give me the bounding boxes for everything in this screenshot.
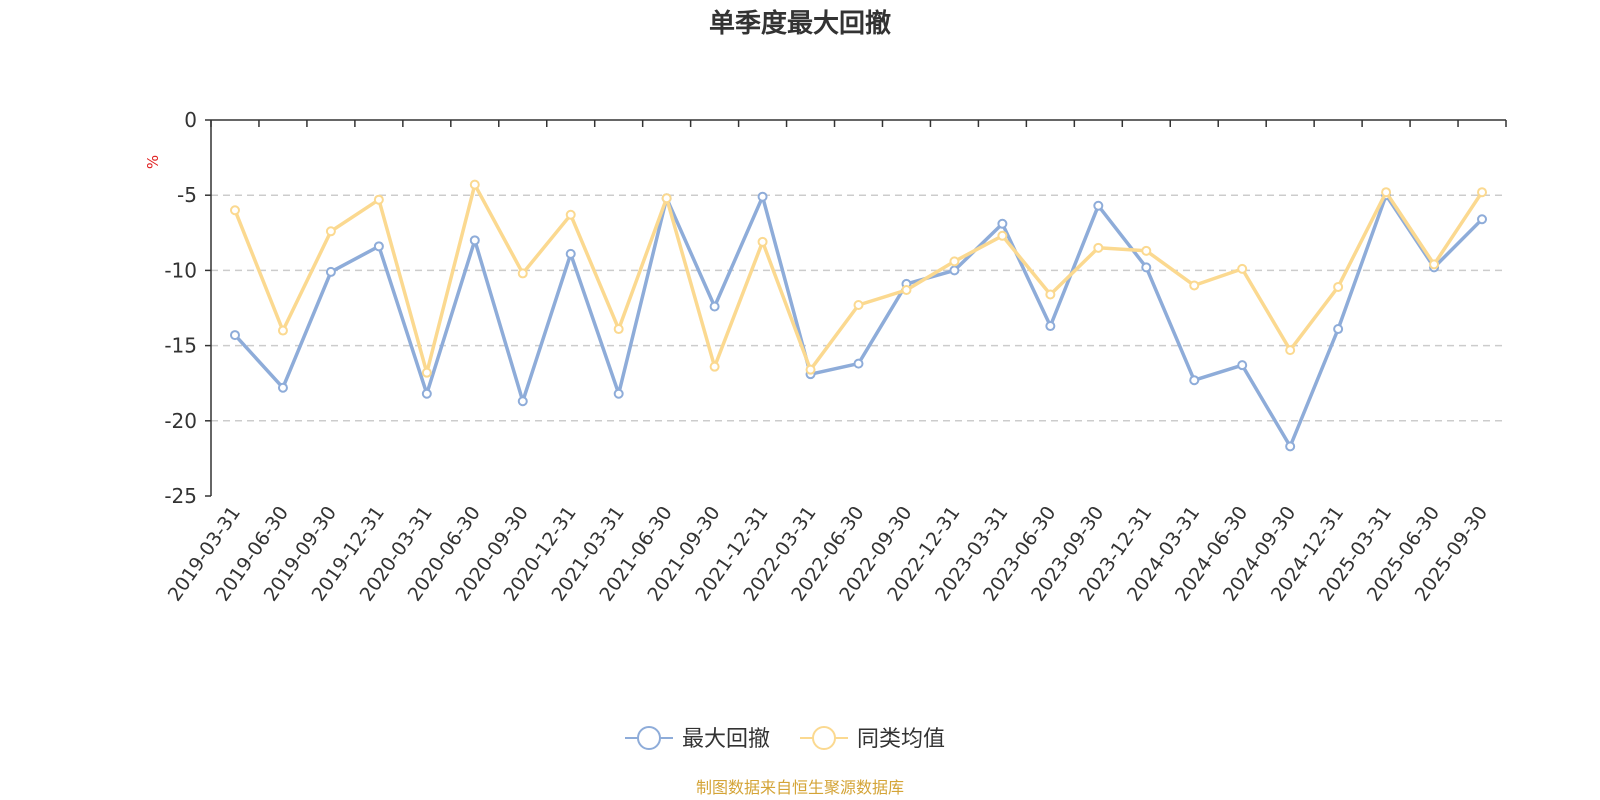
data-point: [1333, 281, 1344, 292]
data-point: [565, 248, 576, 259]
legend-label: 最大回撤: [682, 727, 770, 752]
data-point: [1189, 280, 1200, 291]
data-point: [421, 388, 432, 399]
data-point: [1237, 360, 1248, 371]
data-point: [1141, 245, 1152, 256]
data-point: [469, 179, 480, 190]
data-point: [613, 324, 624, 335]
data-point: [1285, 345, 1296, 356]
legend-item[interactable]: 同类均值: [800, 726, 945, 752]
y-tick-label: 0: [184, 108, 197, 132]
legend[interactable]: 最大回撤 同类均值: [625, 726, 945, 752]
data-point: [565, 209, 576, 220]
legend-marker: [812, 726, 836, 750]
y-tick-labels: 0 -5 -10 -15 -20 -25: [164, 108, 197, 508]
data-point: [997, 218, 1008, 229]
data-point: [1045, 289, 1056, 300]
y-axis-unit: %: [144, 155, 162, 169]
series: [229, 179, 1488, 452]
series-2: [229, 179, 1488, 378]
data-point: [1189, 375, 1200, 386]
data-point: [325, 266, 336, 277]
data-point: [1093, 242, 1104, 253]
data-point: [229, 330, 240, 341]
series-line: [233, 193, 1484, 449]
data-point: [661, 193, 672, 204]
series-line: [233, 182, 1484, 375]
data-point: [1381, 187, 1392, 198]
data-point: [373, 241, 384, 252]
data-point: [421, 367, 432, 378]
data-point: [469, 235, 480, 246]
data-point: [1237, 263, 1248, 274]
series-1: [229, 190, 1488, 452]
data-point: [1045, 321, 1056, 332]
data-point: [229, 205, 240, 216]
data-point: [277, 382, 288, 393]
y-tick-label: -10: [164, 258, 197, 282]
legend-item[interactable]: 最大回撤: [625, 726, 770, 752]
data-point: [709, 301, 720, 312]
data-point: [853, 299, 864, 310]
chart-title: 单季度最大回撤: [709, 8, 891, 39]
data-point: [1333, 324, 1344, 335]
data-point: [997, 230, 1008, 241]
data-point: [853, 358, 864, 369]
data-point: [949, 256, 960, 267]
data-point: [949, 265, 960, 276]
axes: [205, 119, 1507, 497]
y-tick-label: -5: [177, 183, 197, 207]
data-point: [325, 226, 336, 237]
data-point: [1477, 187, 1488, 198]
data-point: [1141, 262, 1152, 273]
data-point: [277, 325, 288, 336]
legend-label: 同类均值: [857, 727, 945, 752]
data-point: [709, 361, 720, 372]
data-point: [373, 194, 384, 205]
data-point: [757, 236, 768, 247]
y-tick-label: -25: [164, 484, 197, 508]
data-point: [805, 364, 816, 375]
y-tick-label: -15: [164, 334, 197, 358]
data-point: [613, 388, 624, 399]
data-point: [1285, 441, 1296, 452]
data-point: [757, 191, 768, 202]
data-point: [901, 284, 912, 295]
data-point: [1477, 214, 1488, 225]
y-tick-label: -20: [164, 409, 197, 433]
legend-marker: [637, 726, 661, 750]
x-tick-labels: 2019-03-312019-06-302019-09-302019-12-31…: [164, 502, 1492, 605]
data-point: [1429, 259, 1440, 270]
source-note: 制图数据来自恒生聚源数据库: [696, 778, 904, 797]
data-point: [517, 396, 528, 407]
data-point: [1093, 200, 1104, 211]
data-point: [517, 268, 528, 279]
